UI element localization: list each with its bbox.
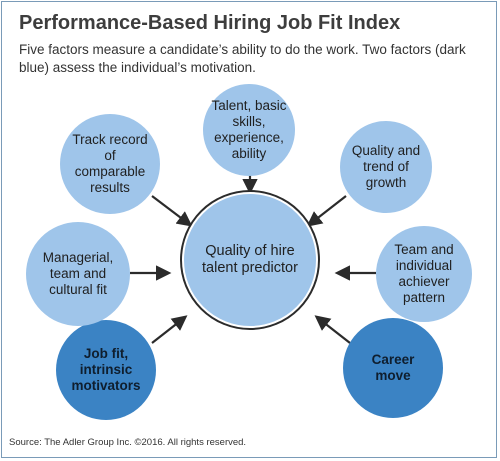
factor-node-managerial: Managerial, team and cultural fit — [26, 222, 130, 326]
factor-label-job-fit: Job fit, intrinsic motivators — [71, 346, 141, 393]
factor-label-growth: Quality and trend of growth — [351, 143, 421, 190]
page-title: Performance-Based Hiring Job Fit Index — [19, 12, 401, 34]
factor-node-talent: Talent, basic skills, experience, abilit… — [203, 84, 295, 176]
factor-node-job-fit: Job fit, intrinsic motivators — [56, 320, 156, 420]
factor-node-track-record: Track record of comparable results — [60, 114, 160, 214]
arrow-jobfit — [151, 315, 188, 344]
source-note: Source: The Adler Group Inc. ©2016. All … — [9, 437, 247, 448]
arrow-track-record — [151, 195, 193, 227]
page-subtitle: Five factors measure a candidate’s abili… — [19, 42, 466, 75]
factor-label-managerial: Managerial, team and cultural fit — [42, 250, 114, 297]
factor-node-achiever: Team and individual achiever pattern — [376, 226, 472, 322]
factor-label-career-move: Career move — [371, 352, 415, 383]
factor-label-talent: Talent, basic skills, experience, abilit… — [211, 98, 287, 161]
center-node-label: Quality of hire talent predictor — [202, 243, 298, 276]
center-node-quality-of-hire: Quality of hire talent predictor — [182, 192, 318, 328]
arrow-growth — [306, 195, 347, 227]
factor-node-career-move: Career move — [343, 318, 443, 418]
factor-label-achiever: Team and individual achiever pattern — [394, 242, 454, 305]
factor-node-growth: Quality and trend of growth — [340, 121, 432, 213]
factor-label-track-record: Track record of comparable results — [72, 132, 148, 195]
arrow-career — [314, 315, 351, 344]
